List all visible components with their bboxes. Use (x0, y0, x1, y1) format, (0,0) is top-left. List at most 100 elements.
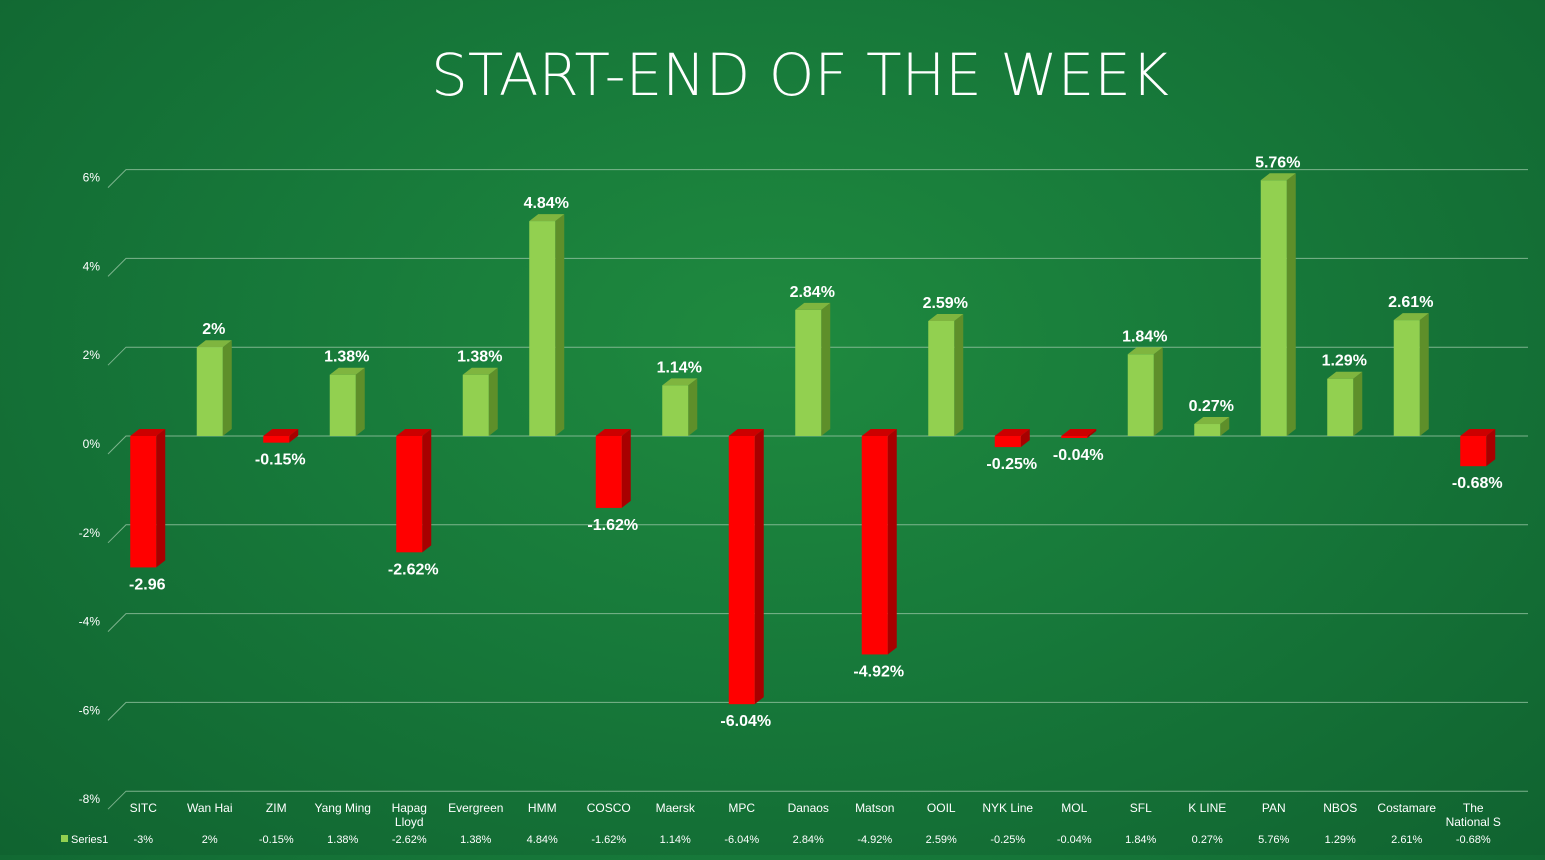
data-label: 4.84% (524, 195, 569, 212)
bar-front (1127, 354, 1154, 436)
data-label: 5.76% (1255, 154, 1300, 171)
bar (994, 429, 1030, 448)
table-value: 2.61% (1391, 834, 1422, 846)
category-label: Maersk (656, 801, 696, 815)
bar-side (555, 214, 565, 436)
table-value: -0.68% (1456, 834, 1491, 846)
y-tick-label: 6% (83, 171, 101, 185)
bar (795, 302, 831, 436)
bar-top (196, 340, 232, 348)
bar-front (196, 347, 223, 436)
bar-top (595, 429, 631, 436)
bar-top (1393, 313, 1429, 321)
category-label: MPC (728, 801, 755, 815)
gridline (107, 169, 1528, 188)
bar-top (1127, 347, 1163, 355)
data-label: 2.59% (923, 295, 968, 312)
data-label: -6.04% (720, 713, 771, 730)
bar-front (1194, 424, 1221, 436)
data-label: -0.15% (255, 452, 306, 469)
category-label: Hapag Lloyd (392, 801, 427, 829)
table-value: -4.92% (857, 834, 892, 846)
table-value: -0.15% (259, 834, 294, 846)
bar-top (529, 214, 565, 222)
table-value: 2.84% (793, 834, 824, 846)
data-label: 1.38% (457, 349, 502, 366)
table-value: 5.76% (1258, 834, 1289, 846)
bar-top (861, 429, 897, 436)
table-value: -0.25% (990, 834, 1025, 846)
bar-side (688, 378, 698, 436)
bar (196, 340, 232, 436)
bar-top (728, 429, 764, 436)
data-label: 1.38% (324, 349, 369, 366)
gridline (107, 790, 1528, 810)
bar-front (595, 436, 622, 508)
category-label: MOL (1061, 801, 1087, 815)
category-label: OOIL (927, 801, 956, 815)
bar (130, 429, 166, 568)
gridline (107, 435, 1528, 455)
category-label: PAN (1262, 801, 1286, 815)
bar-side (1286, 173, 1296, 437)
bar-top (263, 429, 299, 436)
bar (1194, 417, 1230, 436)
data-label: 0.27% (1189, 398, 1234, 415)
table-value: 1.29% (1325, 834, 1356, 846)
bar-front (994, 436, 1021, 448)
category-label: ZIM (266, 801, 287, 815)
data-label: 1.84% (1122, 328, 1167, 345)
y-tick-label: -4% (79, 615, 101, 629)
gridline (107, 257, 1528, 277)
bar-side (1153, 347, 1163, 436)
bar (1061, 429, 1097, 438)
bar-top (462, 367, 498, 375)
category-label: NBOS (1323, 801, 1357, 815)
bar-side (1486, 429, 1496, 467)
y-axis: 6% 4% 2% 0% -2% -4% -6% -8% (79, 171, 101, 807)
bar-top (1460, 429, 1496, 436)
bar-front (130, 436, 157, 568)
bar-side (1020, 429, 1030, 448)
bar (1460, 429, 1496, 467)
bar-front (728, 436, 755, 705)
bar-side (887, 429, 897, 655)
bar-side (1353, 371, 1363, 436)
data-label: 2% (202, 321, 225, 338)
table-value: 4.84% (527, 834, 558, 846)
bar-side (222, 340, 232, 436)
table-value: -2.62% (392, 834, 427, 846)
bar-front (1061, 436, 1088, 438)
bar-side (621, 429, 631, 508)
bar-front (1460, 436, 1487, 467)
bar (1327, 371, 1363, 436)
bar-front (1327, 378, 1354, 436)
bar-side (1220, 417, 1230, 436)
bar-top (795, 302, 831, 310)
bar-front (329, 374, 356, 436)
y-tick-label: 4% (83, 259, 101, 273)
table-value: 2% (202, 834, 218, 846)
gridline (107, 613, 1528, 632)
bar-side (954, 314, 964, 436)
table-value: -6.04% (724, 834, 759, 846)
bar (1260, 173, 1296, 437)
bar-front (928, 321, 955, 436)
bar-front (861, 436, 888, 655)
category-axis: SITC Wan Hai ZIM Yang Ming Hapag Lloyd Evergre… (130, 801, 1501, 829)
category-label: Wan Hai (187, 801, 233, 815)
gridline (107, 346, 1528, 366)
category-label: Matson (855, 801, 894, 815)
category-label: The National S (1446, 801, 1501, 829)
bar (529, 214, 565, 436)
table-value: -0.04% (1057, 834, 1092, 846)
data-table: -3% 2% -0.15% 1.38% -2.62% 1.38% 4.84% -1.62% 1.… (61, 834, 1491, 846)
data-label: -0.04% (1053, 447, 1104, 464)
data-label: -2.62% (388, 561, 439, 578)
data-label: -1.62% (587, 517, 638, 534)
bar (462, 367, 498, 436)
bar (1127, 347, 1163, 436)
bar (928, 314, 964, 436)
data-label: -4.92% (853, 663, 904, 680)
